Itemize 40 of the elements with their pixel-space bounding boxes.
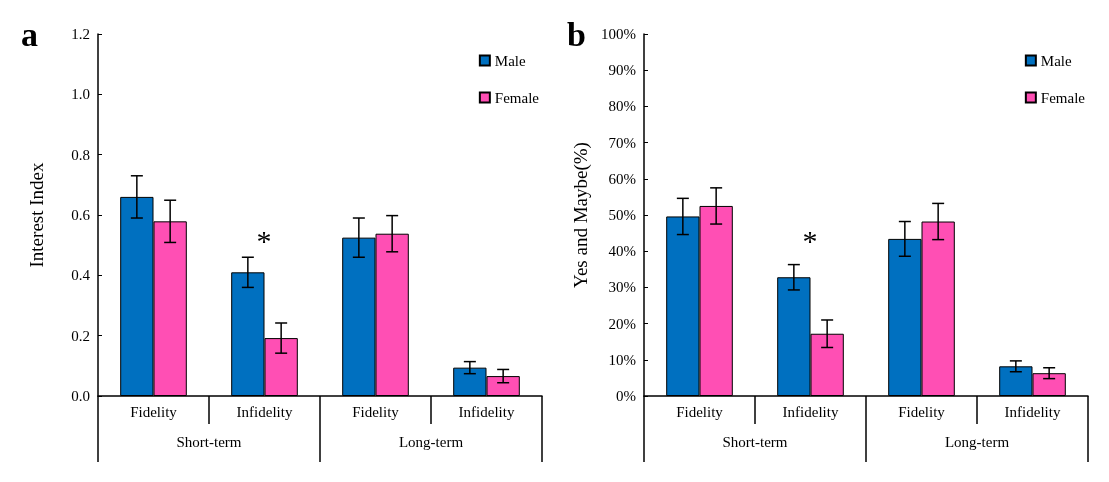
annotation: *	[802, 224, 818, 258]
x-tick-label: Fidelity	[352, 403, 400, 420]
x-tick-label: Infidelity	[236, 403, 293, 420]
text: Short-term	[722, 433, 788, 450]
x-tick-label: Fidelity	[130, 403, 178, 420]
y-tick-label: 10%	[608, 351, 636, 368]
y-tick-label: 50%	[608, 207, 636, 223]
y-tick-label: 60%	[608, 170, 636, 187]
legend-label: Male	[494, 52, 527, 69]
y-tick-label: 90%	[608, 62, 636, 79]
y-axis-title: Yes and Maybe(%)	[570, 142, 593, 288]
legend-label: Male	[1040, 52, 1073, 69]
chart-title: a	[21, 15, 38, 53]
text: Short-term	[176, 433, 242, 450]
x-tick-label: Fidelity	[898, 403, 946, 420]
x-tick-label: Infidelity	[782, 403, 839, 420]
y-tick-label: 1.0	[71, 86, 90, 103]
y-tick-label: 20%	[608, 315, 636, 332]
legend-label: Female	[494, 89, 540, 106]
y-tick-label: 40%	[608, 243, 636, 260]
y-tick-label: 0%	[616, 388, 636, 404]
x-tick-label: Infidelity	[458, 403, 515, 420]
y-tick-label: 0.0	[71, 388, 90, 404]
x-tick-label: Fidelity	[676, 403, 724, 420]
chart-title: b	[567, 15, 586, 53]
y-tick-label: 1.2	[71, 26, 90, 42]
y-tick-label: 0.6	[71, 207, 91, 223]
y-tick-label: 30%	[608, 279, 636, 296]
legend-label: Female	[1040, 89, 1086, 106]
y-axis-title: Interest Index	[26, 162, 47, 268]
x-tick-label: Infidelity	[1004, 403, 1061, 420]
text: Long-term	[398, 433, 464, 450]
y-tick-label: 0.4	[71, 267, 91, 284]
annotation: *	[256, 224, 272, 258]
y-tick-label: 70%	[608, 134, 636, 151]
y-tick-label: 0.2	[71, 327, 90, 344]
y-tick-label: 80%	[608, 98, 636, 115]
text: Long-term	[944, 433, 1010, 450]
y-tick-label: 100%	[601, 26, 636, 42]
y-tick-label: 0.8	[71, 146, 90, 163]
